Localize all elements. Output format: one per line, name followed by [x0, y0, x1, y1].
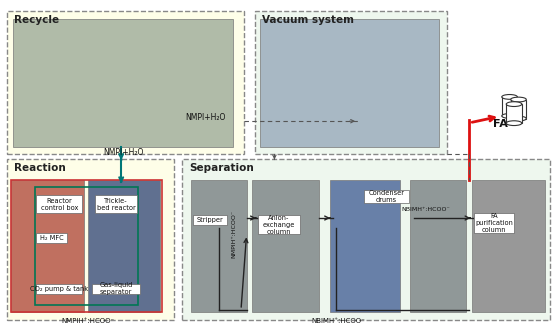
Bar	[410, 180, 465, 311]
Text: NMPIH⁺:HCOO⁻: NMPIH⁺:HCOO⁻	[61, 318, 114, 324]
Text: Anion-
exchange
column: Anion- exchange column	[263, 214, 295, 235]
Bar	[363, 190, 409, 203]
Bar	[88, 180, 160, 311]
Text: Gas-liquid
separator: Gas-liquid separator	[99, 282, 133, 295]
Text: NBIMH⁺:HCOO⁻: NBIMH⁺:HCOO⁻	[311, 318, 366, 324]
Bar	[191, 180, 246, 311]
Text: Condenser
drums: Condenser drums	[368, 190, 404, 203]
Bar	[193, 215, 226, 224]
Bar	[330, 180, 400, 311]
Text: NBIMH⁺:HCOO⁻: NBIMH⁺:HCOO⁻	[402, 207, 450, 212]
Bar	[252, 180, 319, 311]
Text: Reactor
control box: Reactor control box	[41, 198, 78, 211]
Bar	[11, 180, 162, 311]
Bar	[92, 284, 139, 294]
Ellipse shape	[511, 116, 526, 121]
Ellipse shape	[511, 97, 526, 102]
Bar	[36, 233, 67, 243]
Bar	[511, 100, 526, 118]
Text: Stripper: Stripper	[197, 217, 223, 223]
Text: NMPI+H₂O: NMPI+H₂O	[185, 113, 226, 122]
Bar	[258, 215, 300, 234]
Ellipse shape	[502, 95, 517, 99]
Ellipse shape	[502, 114, 517, 118]
Bar	[36, 284, 82, 294]
Ellipse shape	[506, 121, 522, 125]
Ellipse shape	[506, 102, 522, 107]
Text: Recycle: Recycle	[13, 15, 59, 25]
Bar	[502, 97, 517, 116]
Text: Reaction: Reaction	[13, 163, 66, 173]
Text: Separation: Separation	[189, 163, 254, 173]
Bar	[255, 11, 447, 154]
Bar	[95, 195, 137, 213]
Text: FA
purification
column: FA purification column	[475, 213, 513, 233]
Bar	[36, 195, 82, 213]
Text: NMPI+H₂O: NMPI+H₂O	[104, 148, 144, 157]
Bar	[11, 180, 84, 311]
Bar	[472, 180, 545, 311]
Bar	[7, 159, 174, 320]
Bar	[506, 104, 522, 123]
Bar	[474, 213, 514, 233]
Text: H₂ MFC: H₂ MFC	[40, 235, 64, 241]
Bar	[183, 159, 550, 320]
Text: CO₂ pump & tank: CO₂ pump & tank	[30, 286, 88, 292]
Text: Vacuum system: Vacuum system	[262, 15, 353, 25]
Text: Trickle-
bed reactor: Trickle- bed reactor	[96, 198, 136, 211]
Bar	[7, 11, 244, 154]
Bar	[12, 20, 232, 147]
Bar	[260, 20, 439, 147]
Text: NMPIH⁺:HCOO⁻: NMPIH⁺:HCOO⁻	[232, 211, 237, 259]
Bar	[35, 187, 138, 305]
Text: FA: FA	[493, 119, 507, 129]
